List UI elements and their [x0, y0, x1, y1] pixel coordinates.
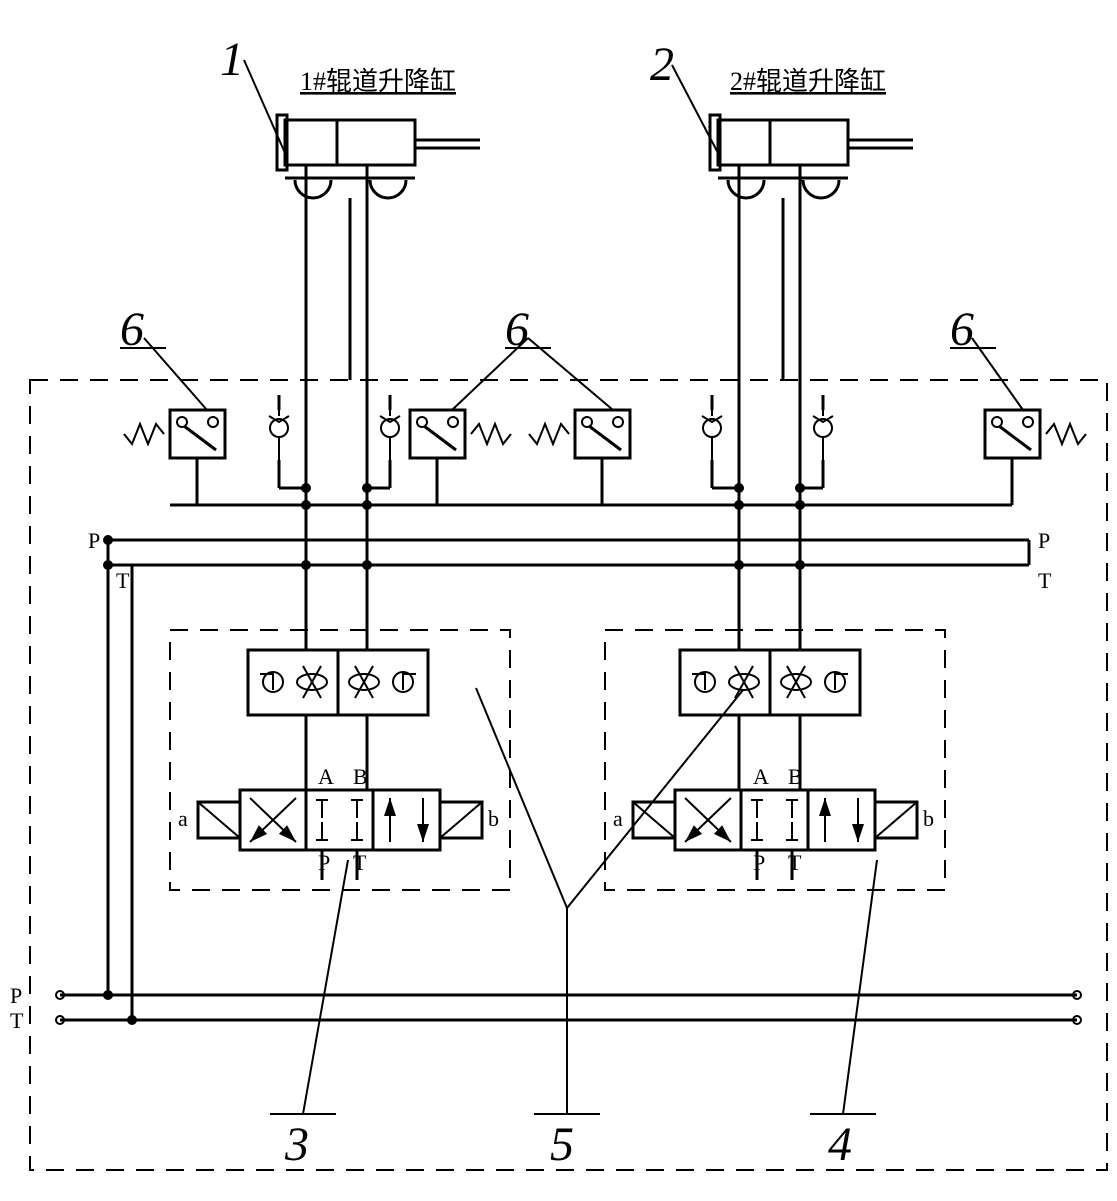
- port-t-right: T: [1038, 568, 1052, 593]
- check-valve-1: [269, 410, 289, 460]
- svg-text:b: b: [488, 806, 499, 831]
- port-p-ext-l: P: [10, 983, 22, 1008]
- label-2: 2: [650, 38, 674, 91]
- check-valve-3: [702, 410, 722, 460]
- check-valve-4: [813, 410, 833, 460]
- svg-text:a: a: [178, 806, 188, 831]
- svg-text:P: P: [753, 850, 765, 875]
- svg-text:b: b: [923, 806, 934, 831]
- pressure-switch-3: [529, 410, 630, 505]
- svg-text:B: B: [353, 764, 368, 789]
- svg-text:a: a: [613, 806, 623, 831]
- svg-text:A: A: [318, 764, 334, 789]
- label-1: 1: [220, 33, 244, 86]
- pressure-switch-4: [985, 410, 1086, 505]
- port-t-ext-l: T: [10, 1008, 24, 1033]
- svg-text:T: T: [353, 850, 367, 875]
- throttle-check-2: [680, 650, 860, 715]
- svg-text:B: B: [788, 764, 803, 789]
- directional-valve-1: A B P T a b: [170, 630, 510, 890]
- directional-valve-2: A B P T a b: [605, 630, 945, 890]
- leader-lines: [120, 60, 1023, 1114]
- svg-text:P: P: [318, 850, 330, 875]
- port-t-left: T: [116, 568, 130, 593]
- port-p-right: P: [1038, 528, 1050, 553]
- throttle-check-1: [248, 650, 428, 715]
- port-p-left: P: [88, 528, 100, 553]
- check-valve-2: [380, 410, 400, 460]
- pressure-switch-1: [124, 410, 225, 505]
- svg-text:A: A: [753, 764, 769, 789]
- label-3: 3: [284, 1118, 309, 1171]
- svg-text:T: T: [788, 850, 802, 875]
- label-1-text: 1#辊道升降缸: [300, 67, 456, 96]
- label-5: 5: [550, 1118, 574, 1171]
- pressure-switch-2: [410, 410, 511, 505]
- label-4: 4: [828, 1118, 852, 1171]
- hydraulic-schematic: 1 1#辊道升降缸 2 2#辊道升降缸 6 6 6 3 5 4 P T P T: [10, 10, 1117, 1191]
- label-2-text: 2#辊道升降缸: [730, 67, 886, 96]
